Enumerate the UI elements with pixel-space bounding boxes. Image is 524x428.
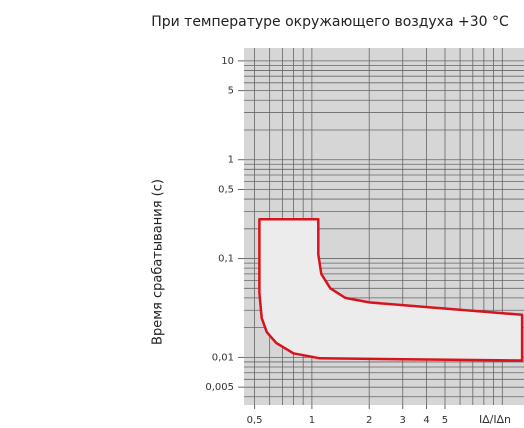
x-tick-label: 1 <box>309 415 315 426</box>
y-tick-label: 0,005 <box>205 382 234 393</box>
y-axis-label: Время срабатывания (с) <box>151 179 166 345</box>
y-tick-label: 5 <box>228 86 234 97</box>
x-tick-label: 4 <box>423 415 429 426</box>
x-tick-label: 2 <box>366 415 372 426</box>
y-tick-label: 10 <box>221 56 234 67</box>
y-tick-label: 0,1 <box>218 254 234 265</box>
x-tick-label: 0,5 <box>247 415 263 426</box>
y-tick-label: 1 <box>228 155 234 166</box>
trip-curve <box>258 217 524 362</box>
x-tick-label: 5 <box>442 415 448 426</box>
y-tick-label: 0,5 <box>218 184 234 195</box>
y-tick-label: 0,01 <box>212 352 234 363</box>
x-tick-label: 3 <box>400 415 406 426</box>
chart-title: При температуре окружающего воздуха +30 … <box>151 14 509 30</box>
x-axis-label: I∆/I∆n <box>479 413 511 426</box>
